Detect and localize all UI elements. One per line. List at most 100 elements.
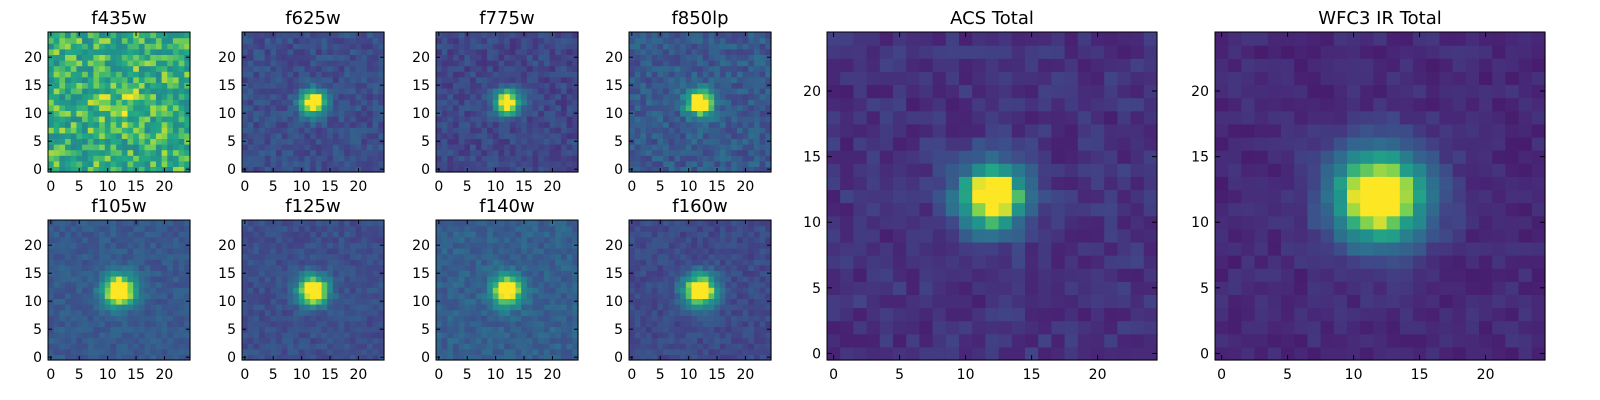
heatmap-cell — [748, 166, 755, 173]
heatmap-cell — [161, 281, 168, 288]
heatmap-cell — [475, 93, 483, 100]
heatmap-cell — [538, 348, 545, 355]
heatmap-cell — [646, 54, 653, 61]
heatmap-cell — [504, 304, 511, 311]
heatmap-cell — [93, 99, 100, 106]
heatmap-cell — [178, 155, 185, 162]
heatmap-cell — [532, 326, 539, 333]
heatmap-cell — [242, 88, 249, 95]
heatmap-cell — [332, 116, 340, 123]
heatmap-cell — [634, 287, 641, 294]
heatmap-cell — [366, 160, 374, 167]
heatmap-cell — [366, 304, 374, 311]
heatmap-cell — [133, 93, 140, 100]
heatmap-cell — [464, 65, 471, 72]
heatmap-cell — [344, 270, 351, 277]
heatmap-cell — [53, 248, 60, 255]
heatmap-cell — [155, 88, 163, 95]
heatmap-cell — [184, 60, 191, 67]
heatmap-cell — [293, 326, 300, 333]
heatmap-cell — [121, 248, 129, 255]
heatmap-cell — [504, 332, 511, 339]
heatmap-cell — [759, 332, 766, 339]
heatmap-cell — [504, 54, 511, 61]
heatmap-cell — [680, 281, 687, 288]
heatmap-cell — [691, 71, 698, 78]
heatmap-cell — [178, 348, 185, 355]
heatmap-cell — [481, 32, 488, 39]
heatmap-cell — [372, 332, 379, 339]
heatmap-cell — [48, 104, 55, 111]
heatmap-cell — [470, 48, 477, 55]
heatmap-cell — [566, 99, 573, 106]
heatmap-cell — [481, 332, 488, 339]
heatmap-cell — [663, 116, 670, 123]
heatmap-cell — [526, 104, 534, 111]
heatmap-cell — [87, 298, 95, 305]
y-tick-label: 0 — [421, 162, 430, 178]
heatmap-cell — [65, 259, 72, 266]
heatmap-cell — [178, 236, 185, 243]
heatmap-cell — [138, 248, 146, 255]
heatmap-cell — [242, 149, 249, 156]
heatmap-cell — [560, 248, 568, 255]
heatmap-cell — [270, 287, 277, 294]
heatmap-cell — [247, 127, 254, 134]
heatmap-cell — [327, 65, 334, 72]
heatmap-cell — [475, 253, 483, 260]
heatmap-cell — [104, 104, 112, 111]
heatmap-cell — [276, 270, 283, 277]
heatmap-cell — [753, 127, 761, 134]
heatmap-cell — [259, 276, 266, 283]
heatmap-cell — [674, 281, 681, 288]
heatmap-cell — [167, 54, 174, 61]
heatmap-cell — [378, 43, 385, 50]
heatmap-cell — [82, 160, 89, 167]
heatmap-cell — [93, 88, 100, 95]
heatmap-cell — [53, 160, 60, 167]
heatmap-cell — [453, 332, 460, 339]
heatmap-cell — [361, 54, 368, 61]
heatmap-cell — [515, 104, 522, 111]
heatmap-cell — [76, 127, 83, 134]
heatmap-cell — [242, 248, 249, 255]
heatmap-cell — [487, 242, 494, 249]
heatmap-cell — [464, 264, 471, 271]
heatmap-cell — [509, 298, 517, 305]
heatmap-cell — [110, 298, 117, 305]
heatmap-cell — [538, 88, 545, 95]
heatmap-cell — [48, 236, 55, 243]
heatmap-cell — [748, 43, 755, 50]
heatmap-cell — [87, 320, 95, 327]
heatmap-cell — [629, 144, 636, 151]
heatmap-cell — [458, 225, 465, 232]
heatmap-cell — [327, 144, 334, 151]
heatmap-cell — [65, 166, 72, 173]
heatmap-cell — [555, 253, 562, 260]
heatmap-cell — [646, 155, 653, 162]
heatmap-cell — [521, 309, 528, 316]
heatmap-cell — [247, 99, 254, 106]
heatmap-cell — [178, 93, 185, 100]
heatmap-cell — [270, 248, 277, 255]
heatmap-cell — [742, 326, 749, 333]
heatmap-cell — [327, 248, 334, 255]
heatmap-cell — [270, 326, 277, 333]
heatmap-cell — [287, 155, 294, 162]
heatmap-cell — [276, 264, 283, 271]
heatmap-cell — [566, 54, 573, 61]
heatmap-cell — [736, 43, 744, 50]
heatmap-cell — [53, 144, 60, 151]
heatmap-cell — [436, 281, 443, 288]
heatmap-cell — [355, 242, 362, 249]
heatmap-cell — [281, 54, 289, 61]
heatmap-cell — [753, 60, 761, 67]
heatmap-cell — [259, 287, 266, 294]
heatmap-cell — [344, 231, 351, 238]
heatmap-cell — [702, 76, 710, 83]
heatmap-cell — [447, 320, 454, 327]
heatmap-cell — [70, 121, 77, 128]
heatmap-cell — [447, 65, 454, 72]
heatmap-cell — [680, 48, 687, 55]
heatmap-cell — [276, 127, 283, 134]
